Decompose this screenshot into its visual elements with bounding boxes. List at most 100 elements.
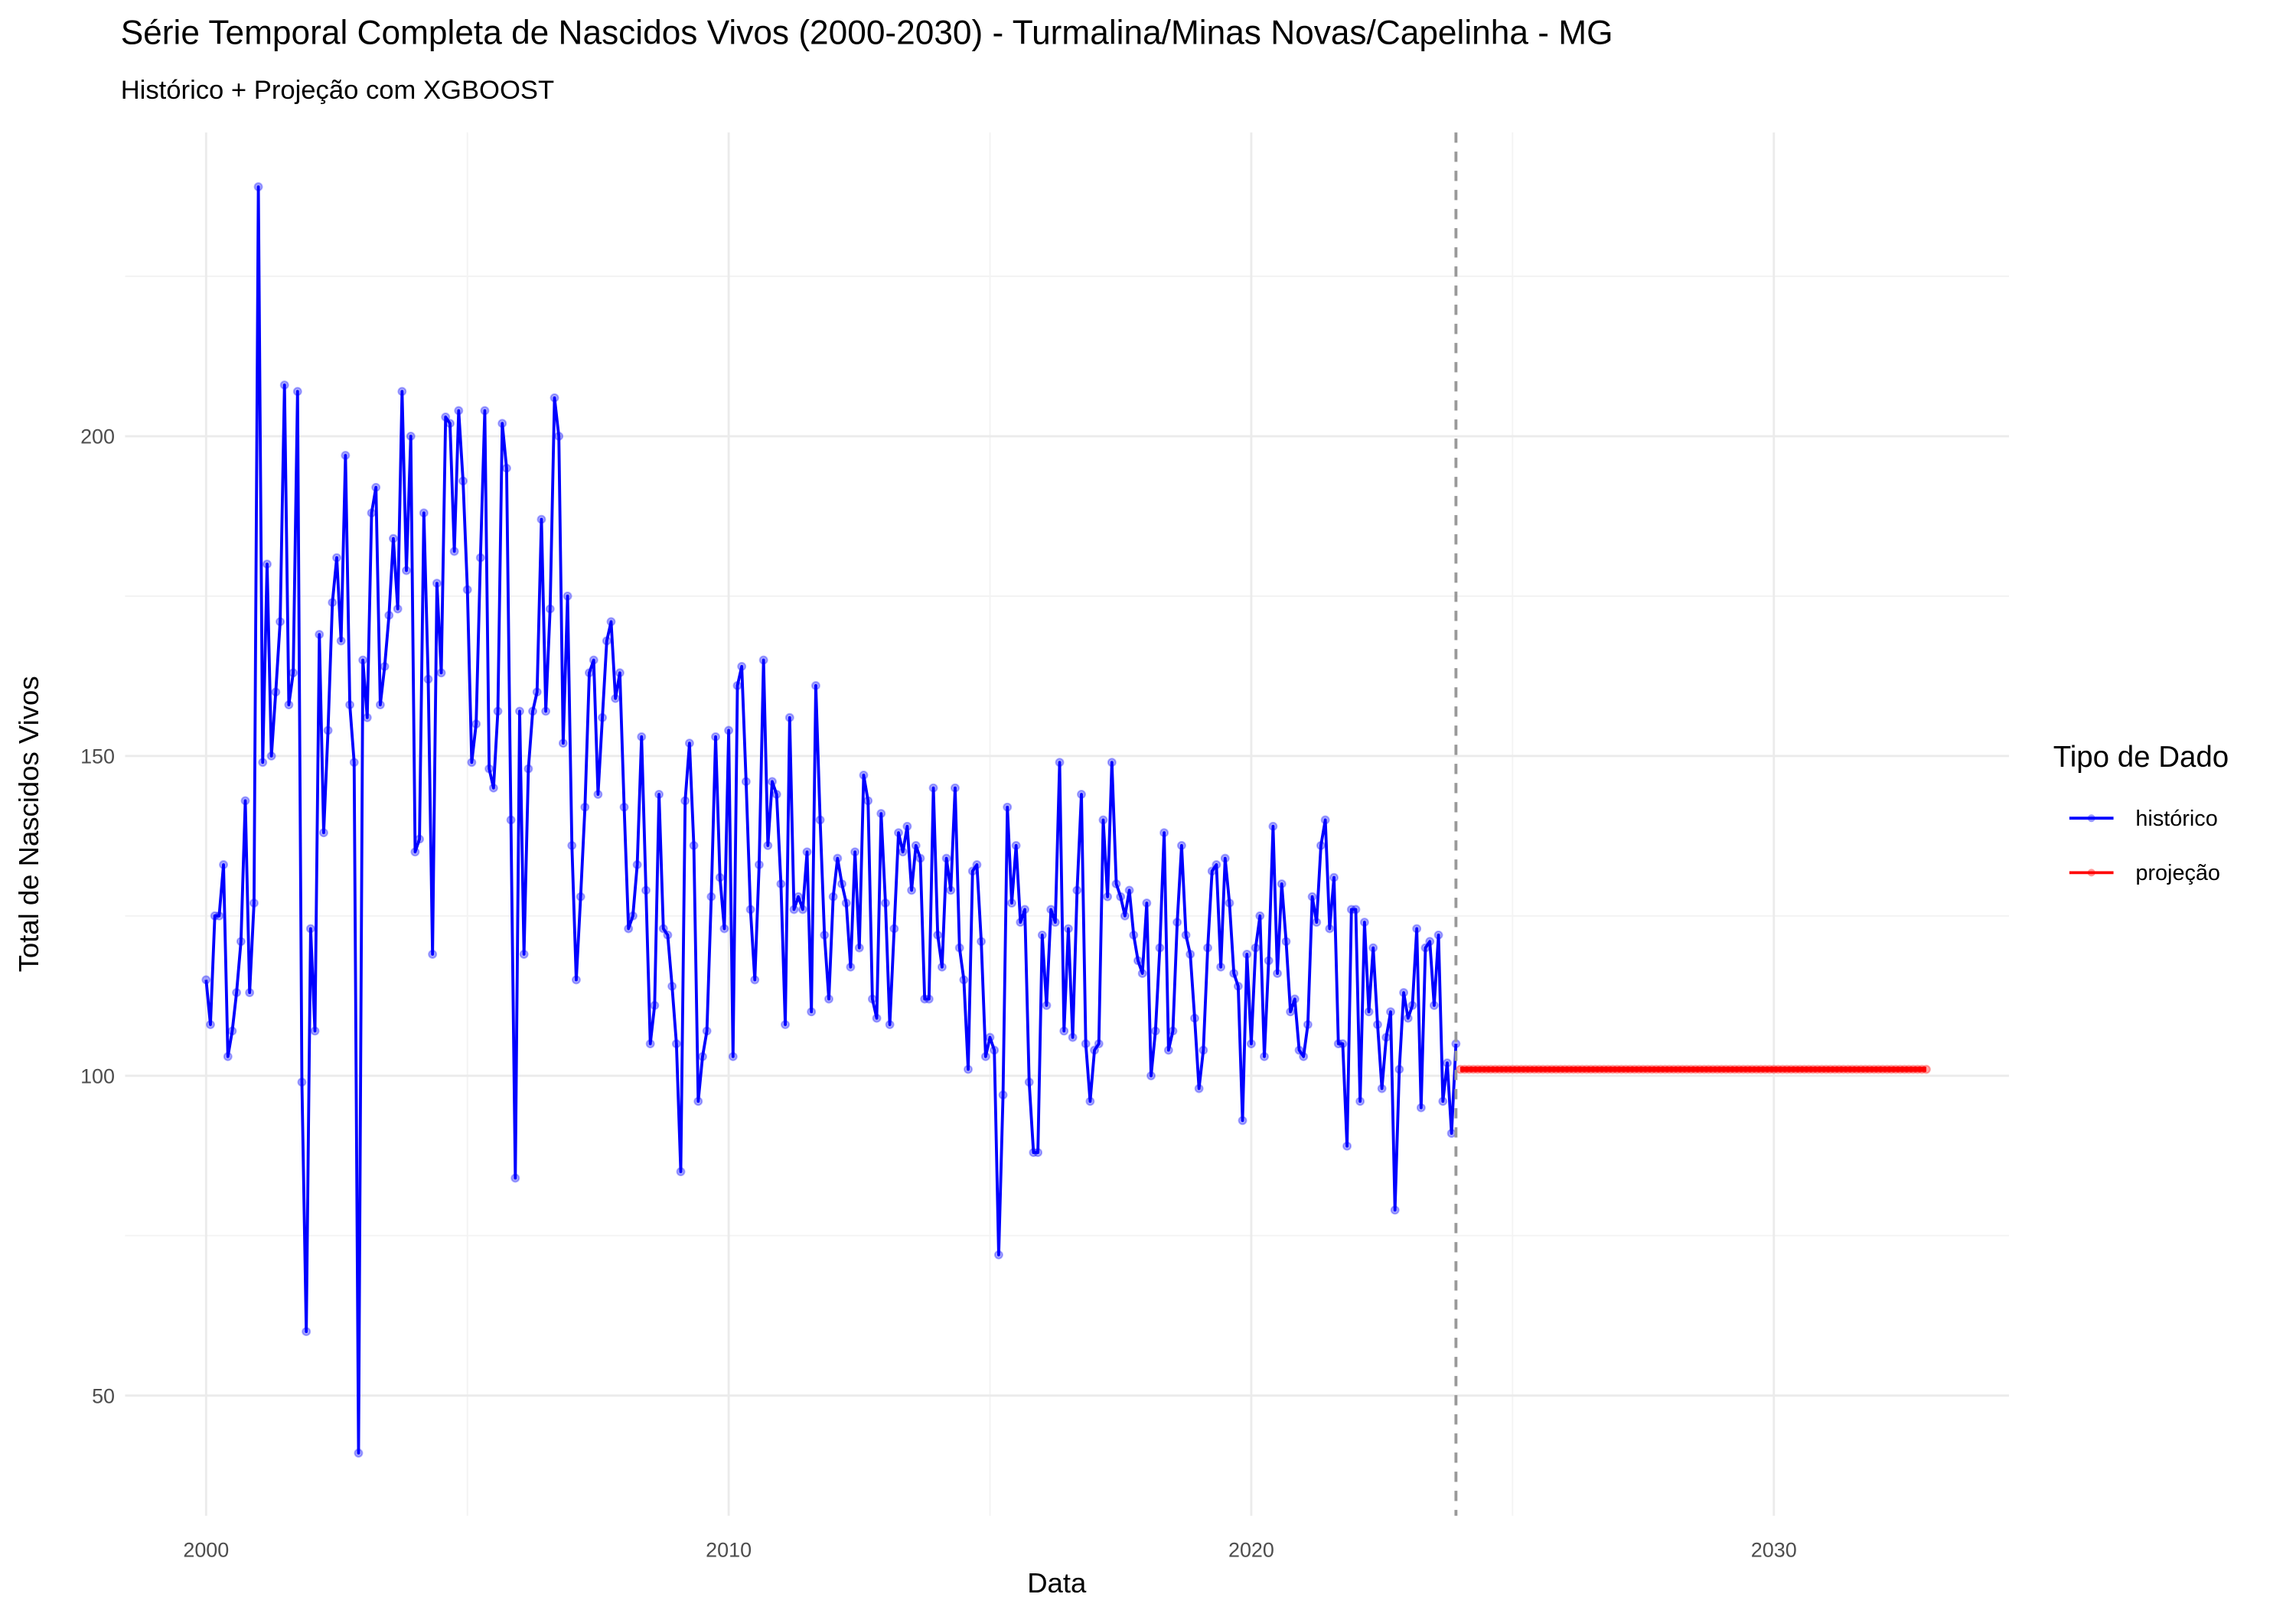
data-point xyxy=(698,1051,707,1061)
data-point xyxy=(1486,1064,1495,1074)
data-point xyxy=(1917,1064,1927,1074)
data-point xyxy=(1381,1032,1391,1042)
data-point xyxy=(345,700,355,710)
data-point xyxy=(1634,1064,1644,1074)
x-tick-label: 2020 xyxy=(1228,1539,1274,1562)
data-point xyxy=(1913,1064,1923,1074)
data-point xyxy=(432,579,442,588)
data-point xyxy=(1446,1129,1456,1138)
data-point xyxy=(728,1051,738,1061)
data-point xyxy=(1342,1141,1352,1151)
data-point xyxy=(954,943,964,953)
data-point xyxy=(1760,1064,1770,1074)
data-point xyxy=(1835,1064,1844,1074)
data-point xyxy=(1573,1064,1583,1074)
data-point xyxy=(1299,1051,1309,1061)
data-point xyxy=(1063,924,1073,934)
data-point xyxy=(1495,1064,1505,1074)
data-point xyxy=(967,866,977,876)
data-point xyxy=(362,712,372,722)
data-point xyxy=(837,879,847,889)
data-point xyxy=(1216,962,1226,972)
data-point xyxy=(419,508,429,518)
data-point xyxy=(1390,1205,1400,1215)
data-point xyxy=(1320,815,1330,825)
data-point xyxy=(358,655,368,665)
data-point xyxy=(637,732,647,742)
data-point xyxy=(227,1026,237,1036)
data-point xyxy=(789,905,799,914)
data-point xyxy=(645,1039,655,1048)
data-point xyxy=(1007,898,1016,908)
data-point xyxy=(889,924,899,934)
legend-swatch-point xyxy=(2087,869,2095,877)
data-point xyxy=(1464,1064,1474,1074)
data-point xyxy=(206,1019,215,1029)
data-point xyxy=(484,764,494,774)
data-point xyxy=(894,828,903,838)
data-point xyxy=(1268,821,1278,831)
data-point xyxy=(276,617,285,627)
data-point xyxy=(436,668,446,678)
data-point xyxy=(332,553,341,562)
data-point xyxy=(1678,1064,1688,1074)
data-point xyxy=(367,508,377,518)
data-point xyxy=(380,661,390,671)
data-point xyxy=(1368,943,1378,953)
data-point xyxy=(794,892,804,901)
data-point xyxy=(1778,1064,1788,1074)
data-point xyxy=(1577,1064,1587,1074)
data-point xyxy=(480,406,490,416)
data-point xyxy=(763,840,773,850)
data-point xyxy=(258,758,268,768)
data-point xyxy=(1699,1064,1709,1074)
data-point xyxy=(1508,1064,1518,1074)
data-point xyxy=(1094,1039,1104,1048)
data-point xyxy=(951,783,960,793)
data-point xyxy=(1137,969,1147,979)
data-point xyxy=(615,668,625,678)
data-point xyxy=(467,758,477,768)
data-point xyxy=(980,1051,990,1061)
data-point xyxy=(201,975,211,985)
data-point xyxy=(428,950,438,959)
data-point xyxy=(602,636,612,646)
data-point xyxy=(680,796,690,806)
data-point xyxy=(214,911,224,921)
data-point xyxy=(1359,918,1369,927)
data-point xyxy=(354,1448,364,1458)
data-point xyxy=(1312,918,1322,927)
data-point xyxy=(375,700,385,710)
data-point xyxy=(1377,1084,1387,1094)
data-point xyxy=(471,719,481,729)
data-point xyxy=(1616,1064,1626,1074)
data-point xyxy=(1717,1064,1727,1074)
data-point xyxy=(445,419,455,429)
data-point xyxy=(1547,1064,1557,1074)
data-point xyxy=(1743,1064,1753,1074)
data-point xyxy=(732,681,742,690)
data-point xyxy=(1621,1064,1631,1074)
data-point xyxy=(872,1013,882,1023)
data-point xyxy=(1190,1013,1199,1023)
data-point xyxy=(885,1019,895,1029)
data-point xyxy=(523,764,533,774)
data-point xyxy=(245,988,255,998)
data-point xyxy=(1538,1064,1548,1074)
data-point xyxy=(924,994,934,1004)
data-point xyxy=(1721,1064,1731,1074)
data-point xyxy=(284,700,294,710)
data-point xyxy=(528,706,538,716)
data-point xyxy=(323,725,333,735)
data-point xyxy=(1333,1039,1343,1048)
data-point xyxy=(1708,1064,1718,1074)
data-point xyxy=(1155,943,1165,953)
data-point xyxy=(1212,860,1221,869)
data-point xyxy=(1403,1013,1413,1023)
data-point xyxy=(1887,1064,1896,1074)
data-point xyxy=(802,847,812,857)
data-point xyxy=(1686,1064,1696,1074)
data-point xyxy=(1681,1064,1691,1074)
data-point xyxy=(671,1039,681,1048)
data-point xyxy=(1516,1064,1526,1074)
